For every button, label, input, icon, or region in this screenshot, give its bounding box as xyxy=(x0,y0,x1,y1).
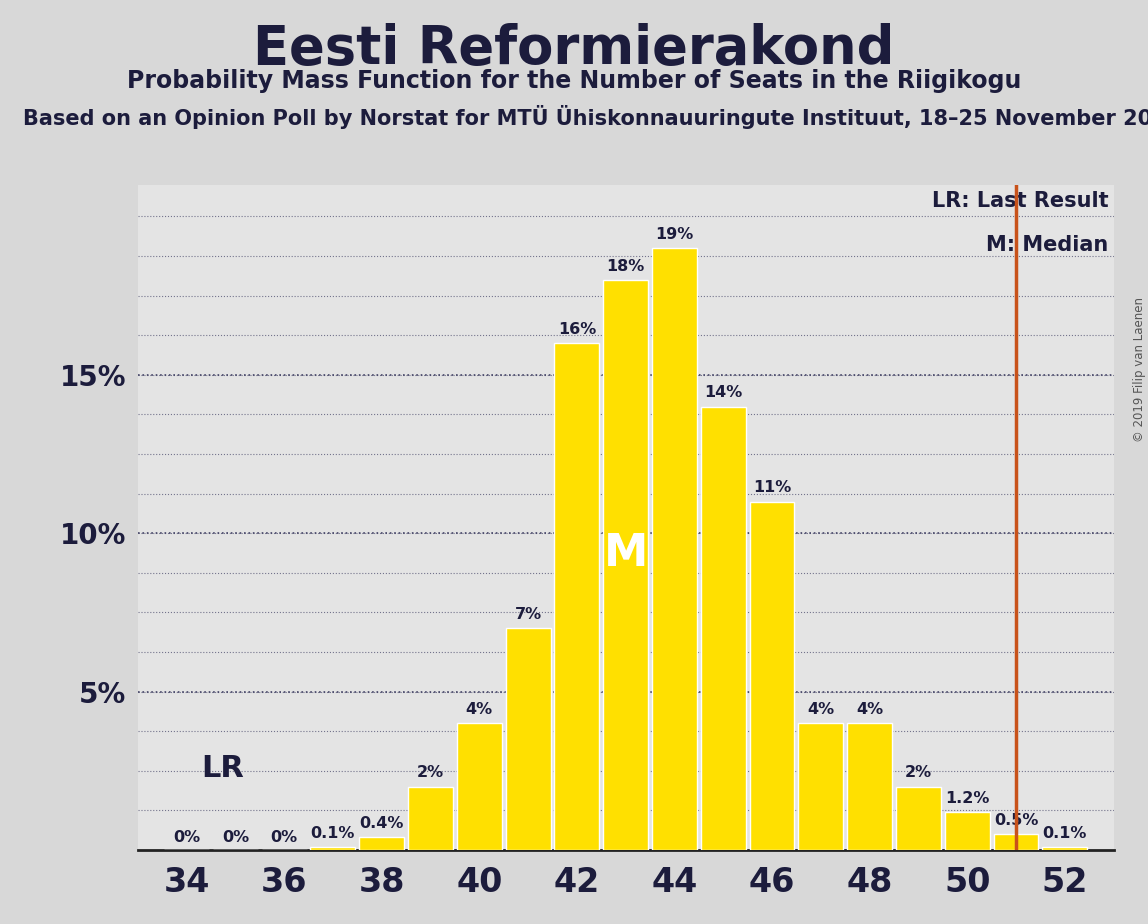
Text: © 2019 Filip van Laenen: © 2019 Filip van Laenen xyxy=(1133,298,1146,442)
Text: M: M xyxy=(604,532,647,575)
Bar xyxy=(359,837,404,850)
Text: 11%: 11% xyxy=(753,480,791,495)
Bar xyxy=(895,786,941,850)
Text: 19%: 19% xyxy=(656,226,693,242)
Text: 2%: 2% xyxy=(905,765,932,781)
Text: 2%: 2% xyxy=(417,765,444,781)
Text: 4%: 4% xyxy=(856,702,883,717)
Text: 4%: 4% xyxy=(466,702,492,717)
Bar xyxy=(603,280,649,850)
Bar xyxy=(750,502,794,850)
Text: M: Median: M: Median xyxy=(986,235,1109,255)
Text: 0.1%: 0.1% xyxy=(311,825,355,841)
Bar xyxy=(408,786,453,850)
Bar xyxy=(310,847,356,850)
Bar xyxy=(847,723,892,850)
Text: 0.1%: 0.1% xyxy=(1042,825,1087,841)
Text: LR: LR xyxy=(201,754,245,784)
Bar xyxy=(700,407,746,850)
Text: Probability Mass Function for the Number of Seats in the Riigikogu: Probability Mass Function for the Number… xyxy=(126,69,1022,93)
Bar xyxy=(505,628,551,850)
Text: 1.2%: 1.2% xyxy=(945,791,990,806)
Text: 0.4%: 0.4% xyxy=(359,816,404,831)
Bar xyxy=(993,834,1039,850)
Text: 0.5%: 0.5% xyxy=(994,813,1038,828)
Text: LR: Last Result: LR: Last Result xyxy=(932,191,1109,212)
Text: 14%: 14% xyxy=(704,385,743,400)
Bar xyxy=(652,249,697,850)
Text: 0%: 0% xyxy=(271,831,297,845)
Bar xyxy=(1042,847,1087,850)
Bar xyxy=(945,812,990,850)
Text: 7%: 7% xyxy=(514,607,542,622)
Text: 0%: 0% xyxy=(222,831,249,845)
Text: Eesti Reformierakond: Eesti Reformierakond xyxy=(254,23,894,75)
Bar xyxy=(554,343,599,850)
Text: 4%: 4% xyxy=(807,702,835,717)
Text: 18%: 18% xyxy=(606,259,645,274)
Text: 16%: 16% xyxy=(558,322,596,337)
Bar xyxy=(798,723,844,850)
Text: 0%: 0% xyxy=(173,831,200,845)
Text: Based on an Opinion Poll by Norstat for MTÜ Ühiskonnauuringute Instituut, 18–25 : Based on an Opinion Poll by Norstat for … xyxy=(23,105,1148,129)
Bar xyxy=(457,723,502,850)
